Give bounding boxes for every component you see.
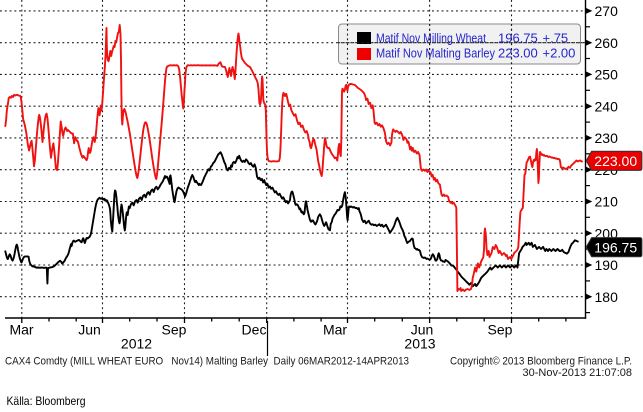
svg-text:230: 230 [595,130,619,146]
svg-text:250: 250 [595,67,619,83]
svg-text:240: 240 [595,98,619,114]
svg-text:Mar: Mar [9,322,33,338]
svg-text:196.75: 196.75 [498,31,538,46]
svg-text:Dec: Dec [242,322,267,338]
svg-text:Jun: Jun [78,322,101,338]
svg-text:196.75: 196.75 [594,239,637,255]
svg-text:260: 260 [595,35,619,51]
svg-text:210: 210 [595,194,619,210]
svg-text:Sep: Sep [162,322,187,338]
svg-text:Mar: Mar [323,322,347,338]
svg-text:Matif Nov Malting Barley: Matif Nov Malting Barley [376,46,495,61]
svg-text:270: 270 [595,3,619,19]
svg-text:Källa: Bloomberg: Källa: Bloomberg [7,394,86,408]
svg-text:+2.00: +2.00 [543,46,576,61]
svg-text:+.75: +.75 [543,31,569,46]
svg-text:30-Nov-2013 21:07:08: 30-Nov-2013 21:07:08 [523,367,632,379]
svg-text:Matif Nov Milling Wheat: Matif Nov Milling Wheat [376,31,486,46]
svg-text:223.00: 223.00 [594,153,637,169]
svg-text:Jun: Jun [411,322,434,338]
svg-text:190: 190 [595,257,619,273]
svg-text:Sep: Sep [488,322,513,338]
svg-text:2013: 2013 [404,336,435,352]
svg-text:Copyright© 2013 Bloomberg Fina: Copyright© 2013 Bloomberg Finance L.P. [450,356,632,368]
svg-text:CAX4 Comdty (MILL WHEAT EURO: CAX4 Comdty (MILL WHEAT EURO Nov14) Malt… [5,356,409,368]
svg-text:223.00: 223.00 [498,46,538,61]
svg-text:2012: 2012 [121,336,152,352]
svg-text:180: 180 [595,289,619,305]
